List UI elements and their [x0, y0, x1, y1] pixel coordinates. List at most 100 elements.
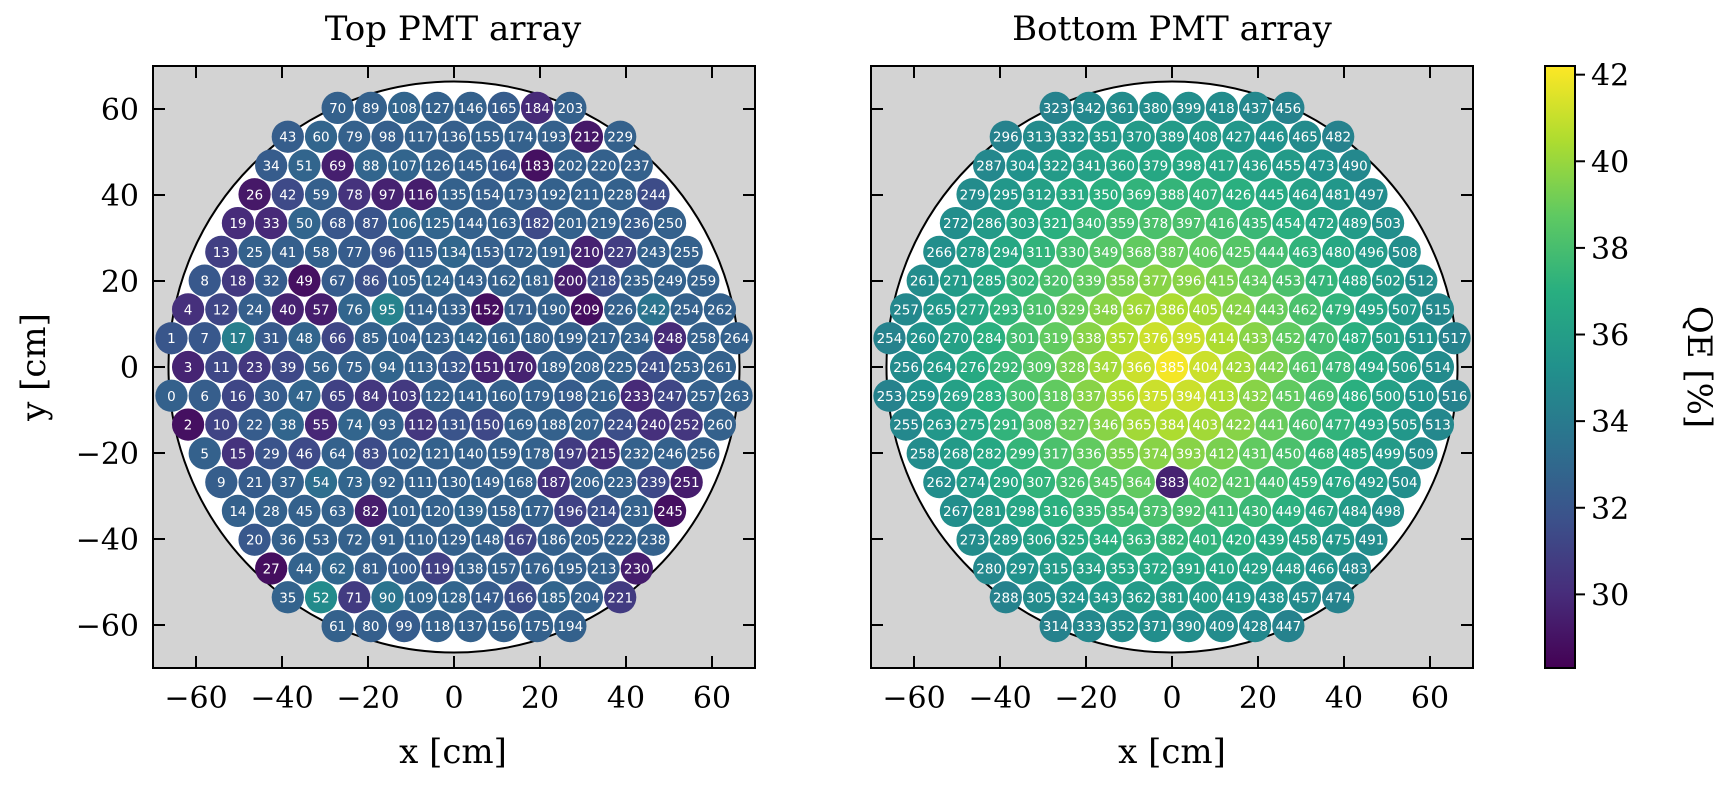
pmt-marker — [454, 437, 487, 470]
pmt-label: 84 — [362, 389, 379, 405]
pmt-label: 5 — [200, 446, 209, 462]
pmt-label: 273 — [960, 533, 986, 549]
pmt-label: 18 — [229, 274, 246, 290]
pmt-label: 261 — [910, 274, 936, 290]
pmt-marker — [1039, 552, 1072, 585]
pmt-marker — [288, 552, 321, 585]
pmt-marker — [939, 379, 973, 412]
y-tick-label: 0 — [120, 351, 139, 386]
pmt-label: 4 — [184, 302, 193, 318]
pmt-label: 10 — [213, 418, 230, 434]
pmt-label: 443 — [1259, 302, 1285, 318]
pmt-marker — [1172, 149, 1205, 182]
pmt-label: 491 — [1359, 533, 1385, 549]
pmt-marker — [238, 523, 271, 556]
pmt-marker — [504, 581, 537, 614]
pmt-label: 306 — [1026, 533, 1052, 549]
pmt-label: 452 — [1275, 331, 1301, 347]
pmt-label: 397 — [1176, 216, 1202, 232]
pmt-label: 203 — [557, 101, 583, 117]
pmt-label: 304 — [1010, 158, 1036, 174]
pmt-marker — [906, 322, 939, 355]
pmt-marker — [1288, 408, 1322, 441]
pmt-label: 338 — [1076, 331, 1102, 347]
pmt-marker — [687, 264, 720, 297]
pmt-marker — [404, 120, 437, 153]
pmt-marker — [1338, 149, 1371, 182]
pmt-marker — [1388, 350, 1421, 384]
pmt-label: 56 — [312, 360, 329, 376]
pmt-marker — [1255, 235, 1288, 268]
pmt-label: 114 — [408, 302, 434, 318]
pmt-label: 455 — [1275, 158, 1301, 174]
pmt-marker — [1222, 466, 1255, 499]
pmt-label: 427 — [1226, 130, 1252, 146]
pmt-label: 488 — [1342, 274, 1368, 290]
pmt-marker — [973, 206, 1006, 240]
bottom-array-panel: Bottom PMT array 253 254 255 256 257 258 259 26… — [870, 9, 1474, 772]
pmt-label: 302 — [1010, 274, 1036, 290]
pmt-marker — [570, 350, 604, 384]
pmt-marker — [1305, 206, 1338, 240]
pmt-marker — [923, 293, 956, 326]
pmt-marker — [221, 322, 255, 355]
colorbar-tick-label: 36 — [1591, 319, 1629, 354]
pmt-label: 31 — [263, 331, 280, 347]
pmt-label: 24 — [246, 302, 263, 318]
pmt-marker — [906, 379, 939, 412]
pmt-marker — [304, 350, 338, 384]
x-tick-label: −20 — [336, 681, 399, 716]
pmt-marker — [1305, 149, 1338, 182]
pmt-label: 280 — [976, 562, 1002, 578]
pmt-marker — [388, 206, 421, 240]
pmt-label: 272 — [943, 216, 969, 232]
pmt-marker — [1056, 293, 1089, 326]
pmt-label: 11 — [213, 360, 230, 376]
pmt-marker — [288, 264, 321, 297]
pmt-marker — [1355, 178, 1388, 211]
pmt-label: 177 — [524, 504, 550, 520]
pmt-label: 176 — [524, 562, 550, 578]
pmt-label: 343 — [1093, 590, 1119, 606]
pmt-marker — [923, 235, 956, 268]
pmt-label: 351 — [1093, 130, 1119, 146]
pmt-marker — [371, 466, 404, 499]
pmt-label: 165 — [491, 101, 517, 117]
pmt-marker — [1106, 206, 1139, 240]
pmt-marker — [1189, 581, 1222, 614]
pmt-marker — [471, 581, 504, 614]
pmt-label: 213 — [591, 562, 617, 578]
pmt-marker — [1322, 523, 1355, 556]
pmt-label: 372 — [1142, 562, 1168, 578]
pmt-marker — [939, 206, 973, 240]
pmt-label: 450 — [1275, 446, 1301, 462]
pmt-marker — [1106, 264, 1139, 297]
pmt-marker — [989, 466, 1022, 499]
x-tick-label: 40 — [1325, 681, 1363, 716]
colorbar: 30 32 34 36 38 40 42 QE [%] — [1544, 59, 1715, 669]
pmt-label: 207 — [574, 418, 600, 434]
pmt-label: 318 — [1043, 389, 1069, 405]
pmt-label: 336 — [1076, 446, 1102, 462]
pmt-label: 254 — [674, 302, 700, 318]
pmt-marker — [1388, 408, 1421, 441]
pmt-label: 289 — [993, 533, 1019, 549]
pmt-marker — [1438, 379, 1471, 412]
pmt-marker — [1022, 235, 1056, 268]
pmt-marker — [520, 437, 554, 470]
pmt-marker — [1039, 609, 1072, 643]
pmt-marker — [570, 293, 604, 326]
pmt-label: 444 — [1259, 245, 1285, 261]
pmt-marker — [321, 494, 354, 528]
pmt-marker — [288, 379, 321, 412]
pmt-label: 421 — [1226, 475, 1252, 491]
pmt-label: 217 — [591, 331, 617, 347]
pmt-marker — [338, 293, 371, 326]
pmt-marker — [238, 350, 271, 384]
pmt-marker — [221, 206, 255, 240]
pmt-marker — [437, 523, 471, 556]
pmt-marker — [1222, 581, 1255, 614]
pmt-label: 164 — [491, 158, 517, 174]
pmt-label: 378 — [1142, 216, 1168, 232]
